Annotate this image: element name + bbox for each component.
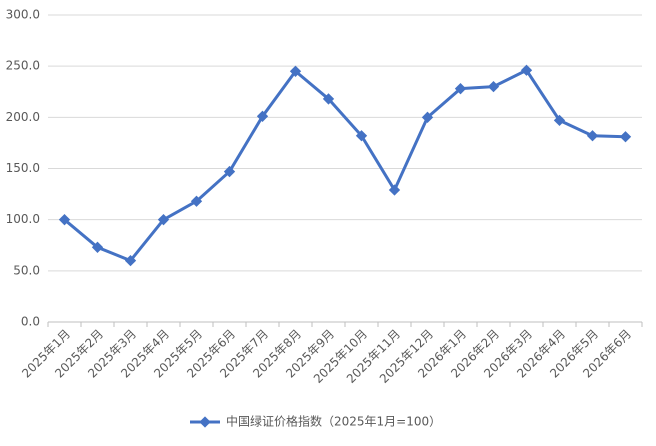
marker	[487, 80, 500, 93]
marker	[619, 131, 632, 143]
marker	[355, 130, 368, 142]
marker	[157, 214, 170, 226]
y-tick-label: 200.0	[6, 110, 40, 124]
y-tick-label: 100.0	[6, 212, 40, 226]
marker	[586, 130, 599, 142]
line	[63, 68, 626, 263]
y-tick-label: 150.0	[6, 161, 40, 175]
legend-marker	[199, 416, 211, 428]
y-tick-label: 250.0	[6, 59, 40, 73]
y-tick-label: 50.0	[13, 263, 40, 277]
legend-label: 中国绿证价格指数（2025年1月=100）	[226, 414, 441, 429]
marker	[223, 165, 236, 178]
y-tick-label: 0.0	[21, 315, 40, 329]
marker	[190, 195, 203, 207]
marker	[388, 184, 401, 196]
y-tick-label: 300.0	[6, 8, 40, 22]
